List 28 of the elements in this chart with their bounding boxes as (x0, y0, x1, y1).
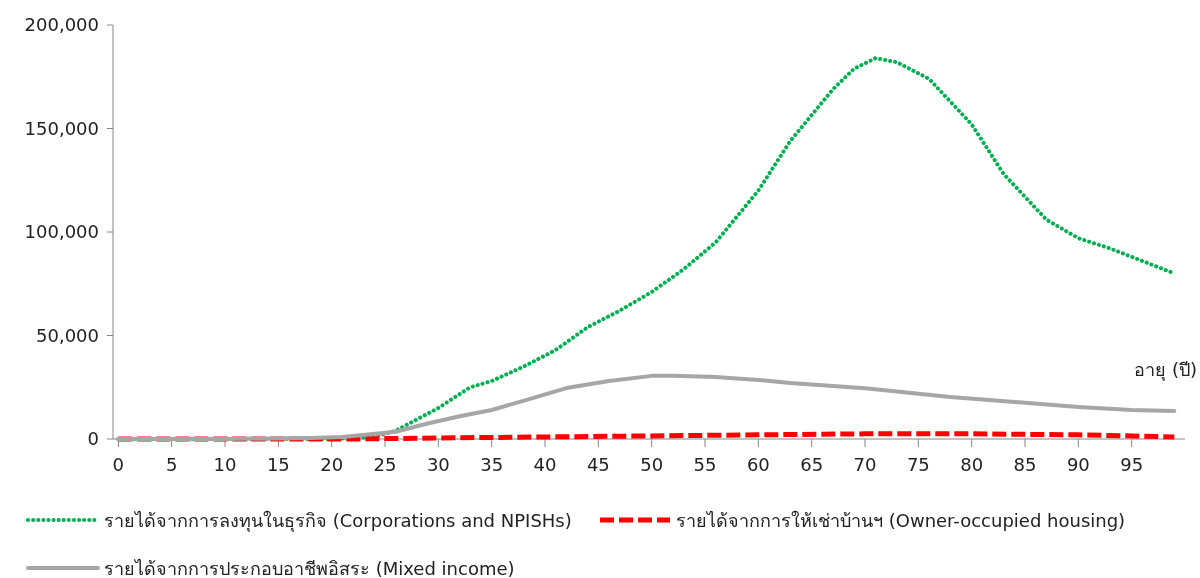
x-tick-label: 10 (213, 454, 237, 475)
x-tick-label: 5 (165, 454, 178, 475)
y-tick-label: 0 (87, 428, 99, 449)
y-tick-label: 200,000 (24, 14, 99, 35)
x-tick-label: 35 (480, 454, 504, 475)
legend-label: รายได้จากการลงทุนในธุรกิจ (Corporations and NPISHs) (104, 510, 572, 532)
x-tick-label: 60 (746, 454, 770, 475)
x-tick-label: 65 (800, 454, 824, 475)
x-tick-label: 80 (960, 454, 984, 475)
y-tick-label: 150,000 (24, 117, 99, 139)
x-tick-label: 40 (533, 454, 557, 475)
x-tick-label: 0 (112, 454, 125, 475)
x-tick-label: 70 (853, 454, 877, 475)
x-tick-label: 25 (373, 454, 397, 475)
x-tick-label: 50 (640, 454, 664, 475)
y-tick-label: 100,000 (24, 221, 99, 242)
x-tick-label: 55 (693, 454, 717, 475)
y-tick-label: 50,000 (36, 324, 99, 346)
x-tick-label: 85 (1013, 454, 1037, 475)
x-tick-label: 30 (426, 454, 450, 475)
x-tick-label: 75 (906, 454, 930, 475)
x-tick-label: 20 (320, 454, 344, 475)
legend-label: รายได้จากการประกอบอาชีพอิสระ (Mixed income) (104, 558, 515, 578)
x-axis-title: อายุ (ปี) (1134, 359, 1197, 381)
x-tick-label: 90 (1066, 454, 1090, 475)
x-tick-label: 15 (266, 454, 290, 475)
x-tick-label: 95 (1120, 454, 1144, 475)
x-tick-label: 45 (586, 454, 610, 475)
